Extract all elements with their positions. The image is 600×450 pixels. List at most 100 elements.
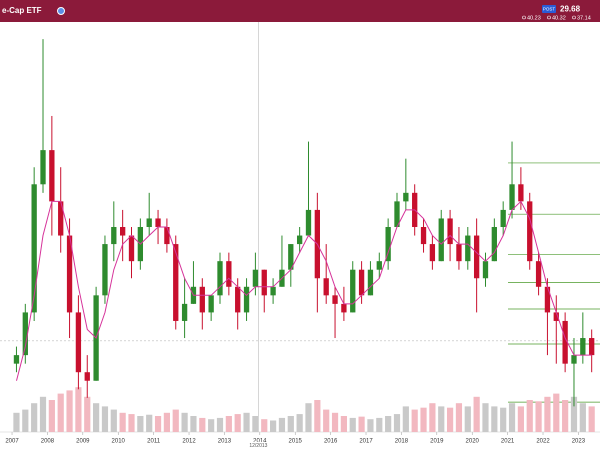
volume-bar bbox=[323, 409, 330, 432]
x-tick-label: 2016 bbox=[324, 439, 338, 445]
volume-bar bbox=[234, 414, 241, 432]
volume-bar bbox=[500, 407, 507, 432]
candle-body bbox=[465, 235, 471, 262]
volume-bar bbox=[181, 412, 188, 432]
badge bbox=[542, 5, 556, 13]
volume-bar bbox=[13, 412, 20, 432]
volume-bar bbox=[199, 417, 206, 432]
candle-body bbox=[456, 244, 462, 262]
candle-body bbox=[102, 244, 108, 296]
x-tick-label: 2009 bbox=[76, 439, 90, 445]
candle-body bbox=[252, 269, 259, 287]
volume-bar bbox=[446, 407, 454, 432]
moving-average bbox=[16, 200, 592, 381]
candle-body bbox=[500, 209, 506, 227]
fund-title: e-Cap ETF bbox=[2, 6, 42, 15]
volume-bar bbox=[296, 414, 303, 432]
badge-text: POST bbox=[543, 7, 556, 12]
candle-body bbox=[199, 286, 205, 313]
candle-body bbox=[482, 261, 489, 279]
crosshair-label: 12/2013 bbox=[249, 443, 267, 449]
candle-body bbox=[288, 244, 294, 270]
volume-bar bbox=[358, 416, 365, 432]
volume-bar bbox=[216, 417, 224, 432]
candle-body bbox=[173, 244, 179, 321]
header-bar bbox=[0, 0, 600, 22]
candle-body bbox=[49, 150, 55, 202]
volume-bar bbox=[101, 406, 109, 432]
volume-bar bbox=[75, 387, 82, 432]
volume-bar bbox=[429, 403, 436, 432]
candle-body bbox=[332, 295, 338, 304]
candle-body bbox=[270, 286, 276, 296]
candle-body bbox=[128, 235, 135, 262]
candle-body bbox=[447, 218, 453, 245]
volume-bar bbox=[340, 416, 347, 432]
volume-bar bbox=[455, 403, 463, 432]
candle-body bbox=[181, 303, 188, 321]
volume-bar bbox=[331, 412, 339, 432]
candle-body bbox=[235, 286, 241, 313]
volume-bar bbox=[84, 396, 91, 432]
volume-bar bbox=[553, 393, 560, 432]
candle-body bbox=[120, 227, 126, 236]
candle-body bbox=[146, 218, 152, 227]
volume-bar bbox=[190, 416, 197, 432]
candle-body bbox=[509, 184, 515, 210]
candle-body bbox=[385, 227, 391, 262]
candle-body bbox=[420, 227, 427, 245]
volume-bar bbox=[508, 403, 516, 432]
volume-bar bbox=[110, 409, 117, 432]
volume-bar bbox=[39, 396, 47, 432]
volume-bar bbox=[172, 409, 179, 432]
quote-value: 37.14 bbox=[577, 15, 591, 21]
candle-body bbox=[31, 184, 37, 313]
volume-bar bbox=[349, 417, 356, 432]
candle-body bbox=[164, 227, 170, 245]
x-tick-label: 2013 bbox=[218, 439, 232, 445]
candle-body bbox=[350, 269, 356, 313]
x-tick-label: 2017 bbox=[359, 439, 373, 445]
volume-bar bbox=[570, 396, 578, 432]
quote-dot bbox=[547, 15, 551, 20]
candle-body bbox=[544, 286, 551, 313]
candle-body bbox=[261, 269, 267, 296]
candle-body bbox=[580, 338, 586, 356]
candle-body bbox=[589, 338, 595, 356]
volume-bar bbox=[420, 407, 427, 432]
x-tick-label: 2020 bbox=[466, 439, 480, 445]
volume-bar bbox=[367, 419, 374, 432]
candle-body bbox=[84, 372, 90, 381]
volume-bar bbox=[314, 400, 321, 432]
volume-bar bbox=[22, 409, 29, 432]
volume-bar bbox=[48, 400, 55, 432]
candle-body bbox=[66, 235, 73, 313]
volume-bar bbox=[119, 412, 126, 432]
last-price: 29.68 bbox=[560, 5, 581, 14]
volume-bar bbox=[588, 406, 595, 432]
volume-bar bbox=[376, 417, 383, 432]
candle-body bbox=[111, 227, 117, 245]
x-tick-label: 2011 bbox=[147, 439, 161, 445]
candle-body bbox=[562, 320, 568, 364]
volume-bar bbox=[31, 403, 38, 432]
candle-body bbox=[527, 201, 533, 262]
volume-bar bbox=[252, 416, 259, 432]
x-tick-label: 2021 bbox=[501, 439, 515, 445]
volume-bar bbox=[473, 396, 480, 432]
candle-body bbox=[429, 244, 436, 262]
volume-bar bbox=[225, 416, 232, 432]
x-tick-label: 2015 bbox=[289, 439, 303, 445]
info-icon[interactable] bbox=[57, 7, 65, 15]
volume-bar bbox=[128, 414, 135, 432]
volume-bar bbox=[305, 403, 312, 432]
candle-body bbox=[341, 303, 347, 313]
candle-body bbox=[473, 235, 480, 279]
quote-value: 40.23 bbox=[527, 15, 541, 21]
volume-bar bbox=[517, 406, 524, 432]
x-tick-label: 2023 bbox=[572, 439, 586, 445]
volume-bar bbox=[93, 403, 100, 432]
candle-body bbox=[323, 278, 329, 296]
volume-bar bbox=[287, 416, 294, 432]
